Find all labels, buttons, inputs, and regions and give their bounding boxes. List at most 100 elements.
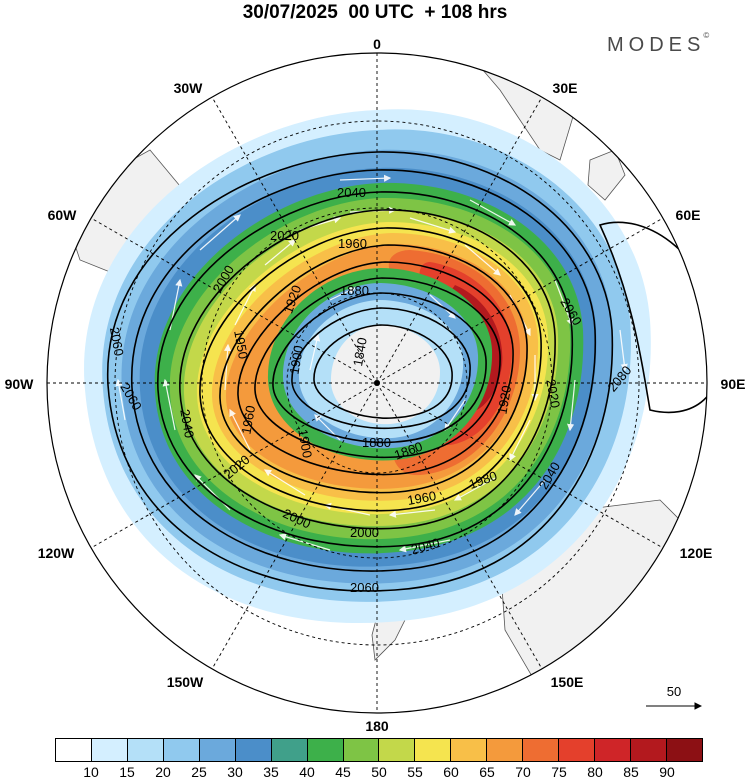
colorbar-tick-label: 75	[551, 764, 567, 780]
lon-label-30e: 30E	[553, 80, 578, 96]
wind-vector	[398, 539, 451, 553]
colorbar-tick-label: 90	[659, 764, 675, 780]
contour-label: 2040	[409, 535, 441, 557]
contour-label: 1960	[406, 488, 437, 508]
colorbar-swatch	[307, 739, 344, 761]
lon-label-60w: 60W	[48, 207, 78, 223]
contour-label: 2040	[177, 408, 197, 439]
lon-label-30w: 30W	[174, 80, 204, 96]
wind-vector	[329, 287, 357, 301]
madagascar-land	[587, 149, 626, 201]
colorbar-swatch	[163, 739, 200, 761]
meridian-150e	[376, 382, 543, 670]
meridian-60w	[90, 217, 378, 384]
colorbar-tick-label: 40	[299, 764, 315, 780]
colorbar-swatch	[631, 739, 667, 761]
colorbar-swatch	[271, 739, 308, 761]
colorbar	[55, 738, 703, 762]
contour-label: 1840	[350, 336, 370, 367]
colorbar-swatch	[666, 739, 702, 761]
contour-label: 2060	[107, 326, 127, 357]
colorbar-swatch	[559, 739, 596, 761]
colorbar-tick-label: 30	[227, 764, 243, 780]
colorbar-swatch	[127, 739, 164, 761]
contour-1900	[254, 277, 501, 459]
contour-label: 1880	[340, 283, 369, 298]
lon-label-60e: 60E	[676, 207, 701, 223]
lon-label-120w: 120W	[38, 545, 75, 561]
contour-1980	[199, 227, 542, 512]
colorbar-swatch	[343, 739, 380, 761]
contour-2020	[157, 191, 574, 548]
contour-1920	[237, 261, 514, 476]
contour-2040	[131, 169, 597, 572]
colorbar-swatch	[235, 739, 272, 761]
colorbar-swatch	[451, 739, 488, 761]
wind-vector	[199, 214, 241, 251]
colorbar-tick-label: 80	[587, 764, 603, 780]
contour-1840	[313, 324, 453, 419]
wind-vector	[339, 174, 392, 182]
contour-1880	[272, 292, 487, 444]
colorbar-tick-label: 25	[191, 764, 207, 780]
colorbar-swatch	[199, 739, 236, 761]
meridian-30e	[376, 96, 543, 384]
colorbar-swatch	[379, 739, 416, 761]
contour-2000	[179, 209, 556, 530]
brand-text: MODES	[607, 34, 706, 56]
colorbar-swatch	[523, 739, 560, 761]
wind-vector	[309, 333, 321, 371]
wind-vector	[464, 244, 501, 276]
lon-label-0: 0	[373, 36, 381, 52]
colorbar-ticks: 10 15 20 25 30 35 40 45 50 55 60 65 70 75 80 85 90	[55, 764, 703, 782]
contour-label: 2060	[350, 580, 379, 595]
colorbar-tick-label: 85	[623, 764, 639, 780]
contour-label: 1960	[238, 404, 258, 435]
contour-label: 2020	[543, 378, 563, 409]
colorbar-tick-label: 70	[515, 764, 531, 780]
wind-vector	[514, 479, 546, 516]
contour-label: 1880	[362, 435, 391, 450]
meridian-60e	[376, 217, 664, 384]
colorbar-swatch	[415, 739, 452, 761]
wind-vector	[162, 378, 176, 431]
meridian-150w	[211, 382, 378, 670]
contour-2060	[107, 151, 614, 592]
contour-label: 2000	[350, 525, 379, 540]
map-disk: 2040 2020 1960 2000 1920 1880 2060 1840 …	[47, 53, 707, 713]
lon-label-90e: 90E	[721, 376, 746, 392]
reference-vector-label: 50	[667, 684, 681, 699]
lon-label-90w: 90W	[5, 376, 35, 392]
lon-label-150e: 150E	[551, 674, 584, 690]
colorbar-tick-label: 35	[263, 764, 279, 780]
contour-1860	[291, 307, 471, 430]
wind-vector	[234, 283, 256, 326]
chart-title: 30/07/2025 00 UTC + 108 hrs	[242, 2, 508, 23]
contour-1960	[219, 244, 528, 494]
wind-vector	[229, 408, 251, 451]
contour-label: 1960	[338, 236, 367, 251]
colorbar-tick-label: 55	[407, 764, 423, 780]
wind-vector	[264, 239, 296, 266]
contour-label: 2020	[270, 228, 299, 243]
brand-mark: ©	[703, 31, 710, 40]
contour-label: 2040	[337, 185, 366, 200]
south-pole-marker	[374, 380, 380, 386]
wind-vector	[619, 329, 628, 372]
wind-vector	[224, 343, 232, 391]
lon-label-150w: 150W	[167, 674, 204, 690]
colorbar-tick-label: 50	[371, 764, 387, 780]
colorbar-swatch	[56, 739, 92, 761]
contour-label: 1900	[295, 428, 315, 459]
colorbar-tick-label: 45	[335, 764, 351, 780]
wind-vector	[263, 469, 306, 496]
wind-vector	[115, 378, 126, 421]
colorbar-tick-label: 60	[443, 764, 459, 780]
wind-vector	[453, 477, 496, 501]
map-boundary	[46, 52, 708, 714]
colorbar-tick-label: 10	[83, 764, 99, 780]
lon-label-180: 180	[365, 718, 389, 734]
contour-label: 1920	[494, 384, 514, 415]
reference-vector: 50	[646, 684, 703, 710]
